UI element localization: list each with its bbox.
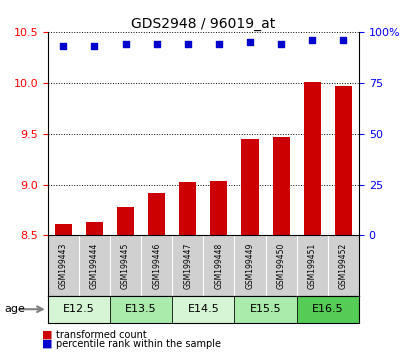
Text: GSM199451: GSM199451 [308,242,317,289]
Text: ■: ■ [42,339,52,349]
Bar [335,86,352,235]
Bar [86,222,103,235]
Text: E15.5: E15.5 [250,304,281,314]
Point [278,41,285,47]
Bar [234,296,297,323]
Text: ■: ■ [42,330,52,339]
Point [60,43,66,49]
Point [122,41,129,47]
Text: GSM199444: GSM199444 [90,242,99,289]
Text: GSM199443: GSM199443 [59,242,68,289]
Title: GDS2948 / 96019_at: GDS2948 / 96019_at [131,17,276,31]
Bar [297,296,359,323]
Bar [55,224,72,235]
Bar [117,207,134,235]
Text: GSM199447: GSM199447 [183,242,192,289]
Text: GSM199450: GSM199450 [277,242,286,289]
Text: E14.5: E14.5 [188,304,219,314]
Bar [242,139,259,235]
Text: GSM199445: GSM199445 [121,242,130,289]
Point [154,41,160,47]
Point [309,37,315,43]
Bar [210,182,227,235]
Text: percentile rank within the sample: percentile rank within the sample [56,339,221,349]
Text: E16.5: E16.5 [312,304,344,314]
Text: GSM199449: GSM199449 [246,242,254,289]
Text: age: age [4,304,25,314]
Bar [110,296,172,323]
Bar [172,296,234,323]
Bar [148,193,165,235]
Bar [179,183,196,235]
Text: GSM199452: GSM199452 [339,242,348,289]
Bar [304,82,321,235]
Bar [273,137,290,235]
Point [340,37,347,43]
Text: GSM199448: GSM199448 [215,242,223,289]
Text: GSM199446: GSM199446 [152,242,161,289]
Text: E13.5: E13.5 [125,304,157,314]
Point [184,41,191,47]
Text: transformed count: transformed count [56,330,147,339]
Text: E12.5: E12.5 [63,304,95,314]
Point [247,39,253,45]
Point [91,43,98,49]
Point [216,41,222,47]
Bar [48,296,110,323]
